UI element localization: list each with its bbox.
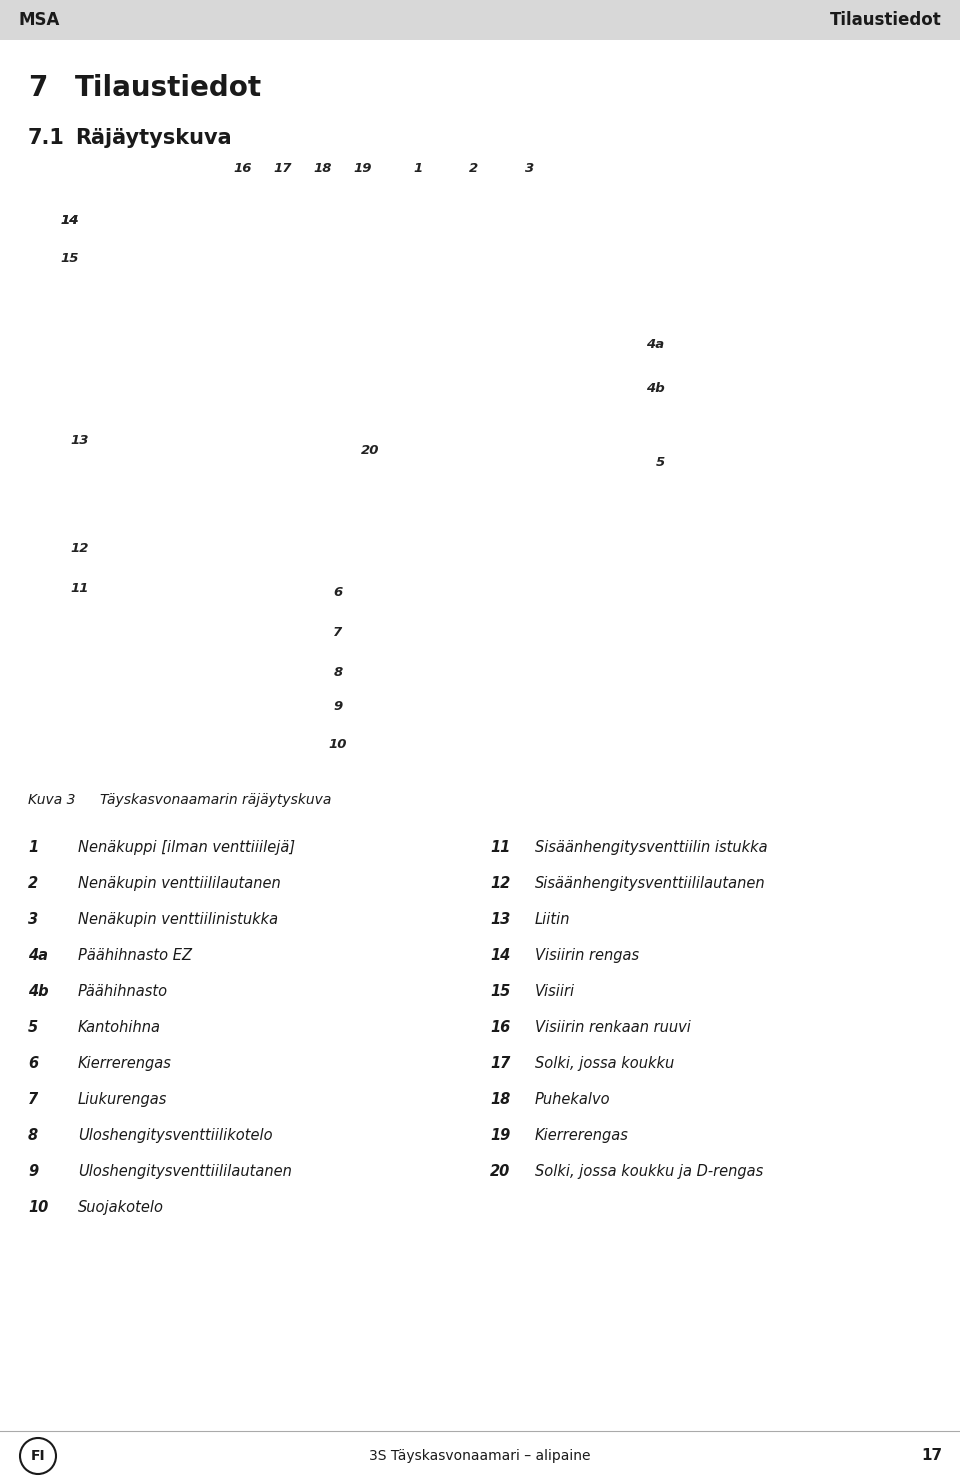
Text: Tilaustiedot: Tilaustiedot: [75, 74, 262, 102]
Text: 15: 15: [60, 252, 80, 265]
Text: Täyskasvonaamarin räjäytyskuva: Täyskasvonaamarin räjäytyskuva: [100, 792, 331, 807]
Text: 18: 18: [490, 1091, 511, 1106]
Text: 8: 8: [28, 1129, 38, 1143]
Text: Kierrerengas: Kierrerengas: [535, 1129, 629, 1143]
Text: Visiirin rengas: Visiirin rengas: [535, 948, 639, 963]
Text: MSA: MSA: [18, 10, 60, 30]
Text: Räjäytyskuva: Räjäytyskuva: [75, 127, 231, 148]
Text: 1: 1: [28, 840, 38, 855]
Text: 3S Täyskasvonaamari – alipaine: 3S Täyskasvonaamari – alipaine: [370, 1448, 590, 1463]
Text: 17: 17: [274, 161, 292, 175]
Text: Liukurengas: Liukurengas: [78, 1091, 167, 1106]
Text: 14: 14: [490, 948, 511, 963]
Text: 10: 10: [28, 1200, 48, 1214]
Text: 8: 8: [333, 666, 343, 680]
Text: 17: 17: [921, 1448, 942, 1463]
Text: Päähihnasto EZ: Päähihnasto EZ: [78, 948, 192, 963]
Text: Visiiri: Visiiri: [535, 983, 575, 1000]
Text: Uloshengitysventtiililautanen: Uloshengitysventtiililautanen: [78, 1164, 292, 1179]
Text: 4b: 4b: [646, 382, 664, 394]
Text: 7: 7: [28, 74, 47, 102]
Text: 2: 2: [28, 875, 38, 892]
Text: Solki, jossa koukku: Solki, jossa koukku: [535, 1056, 674, 1071]
Text: 2: 2: [469, 161, 479, 175]
Text: 5: 5: [656, 456, 664, 468]
Text: 3: 3: [28, 912, 38, 927]
Text: 3: 3: [525, 161, 535, 175]
Text: Nenäkupin venttiililautanen: Nenäkupin venttiililautanen: [78, 875, 280, 892]
Text: 15: 15: [490, 983, 511, 1000]
Text: 13: 13: [490, 912, 511, 927]
Text: Nenäkuppi [ilman venttiiilejä]: Nenäkuppi [ilman venttiiilejä]: [78, 840, 295, 855]
Text: 10: 10: [328, 739, 348, 751]
Text: Nenäkupin venttiilinistukka: Nenäkupin venttiilinistukka: [78, 912, 278, 927]
Text: 19: 19: [490, 1129, 511, 1143]
Text: 12: 12: [490, 875, 511, 892]
Text: FI: FI: [31, 1448, 45, 1463]
Text: 9: 9: [28, 1164, 38, 1179]
Text: 20: 20: [490, 1164, 511, 1179]
Text: 14: 14: [60, 213, 80, 227]
Bar: [28, 156, 932, 770]
Text: Liitin: Liitin: [535, 912, 570, 927]
Text: Puhekalvo: Puhekalvo: [535, 1091, 611, 1106]
Text: Päähihnasto: Päähihnasto: [78, 983, 168, 1000]
Text: 18: 18: [314, 161, 332, 175]
Circle shape: [20, 1438, 56, 1474]
Text: 19: 19: [353, 161, 372, 175]
Bar: [0, 0, 960, 40]
Text: Kantohihna: Kantohihna: [78, 1020, 161, 1035]
Text: Tilaustiedot: Tilaustiedot: [830, 10, 942, 30]
Text: 6: 6: [333, 585, 343, 598]
Text: Solki, jossa koukku ja D-rengas: Solki, jossa koukku ja D-rengas: [535, 1164, 763, 1179]
Text: 16: 16: [233, 161, 252, 175]
Text: 1: 1: [414, 161, 422, 175]
Text: Kierrerengas: Kierrerengas: [78, 1056, 172, 1071]
Text: 4a: 4a: [646, 339, 664, 351]
Text: 11: 11: [71, 582, 89, 594]
Text: 7: 7: [28, 1091, 38, 1106]
Text: 13: 13: [71, 434, 89, 446]
Text: Uloshengitysventtiilikotelо: Uloshengitysventtiilikotelо: [78, 1129, 273, 1143]
Text: Suojakotelo: Suojakotelo: [78, 1200, 164, 1214]
Text: 7.1: 7.1: [28, 127, 65, 148]
Text: 5: 5: [28, 1020, 38, 1035]
Text: 11: 11: [490, 840, 511, 855]
Text: 12: 12: [71, 542, 89, 554]
Text: 17: 17: [490, 1056, 511, 1071]
Text: 20: 20: [361, 443, 379, 456]
Text: Sisäänhengitysventtiilin istukka: Sisäänhengitysventtiilin istukka: [535, 840, 768, 855]
Text: Visiirin renkaan ruuvi: Visiirin renkaan ruuvi: [535, 1020, 691, 1035]
Text: Sisäänhengitysventtiililautanen: Sisäänhengitysventtiililautanen: [535, 875, 766, 892]
Text: 9: 9: [333, 701, 343, 714]
Text: 6: 6: [28, 1056, 38, 1071]
Text: 7: 7: [333, 625, 343, 638]
Text: 16: 16: [490, 1020, 511, 1035]
Text: 4a: 4a: [28, 948, 48, 963]
Text: Kuva 3: Kuva 3: [28, 792, 76, 807]
Text: 4b: 4b: [28, 983, 49, 1000]
Text: 14: 14: [60, 213, 80, 227]
